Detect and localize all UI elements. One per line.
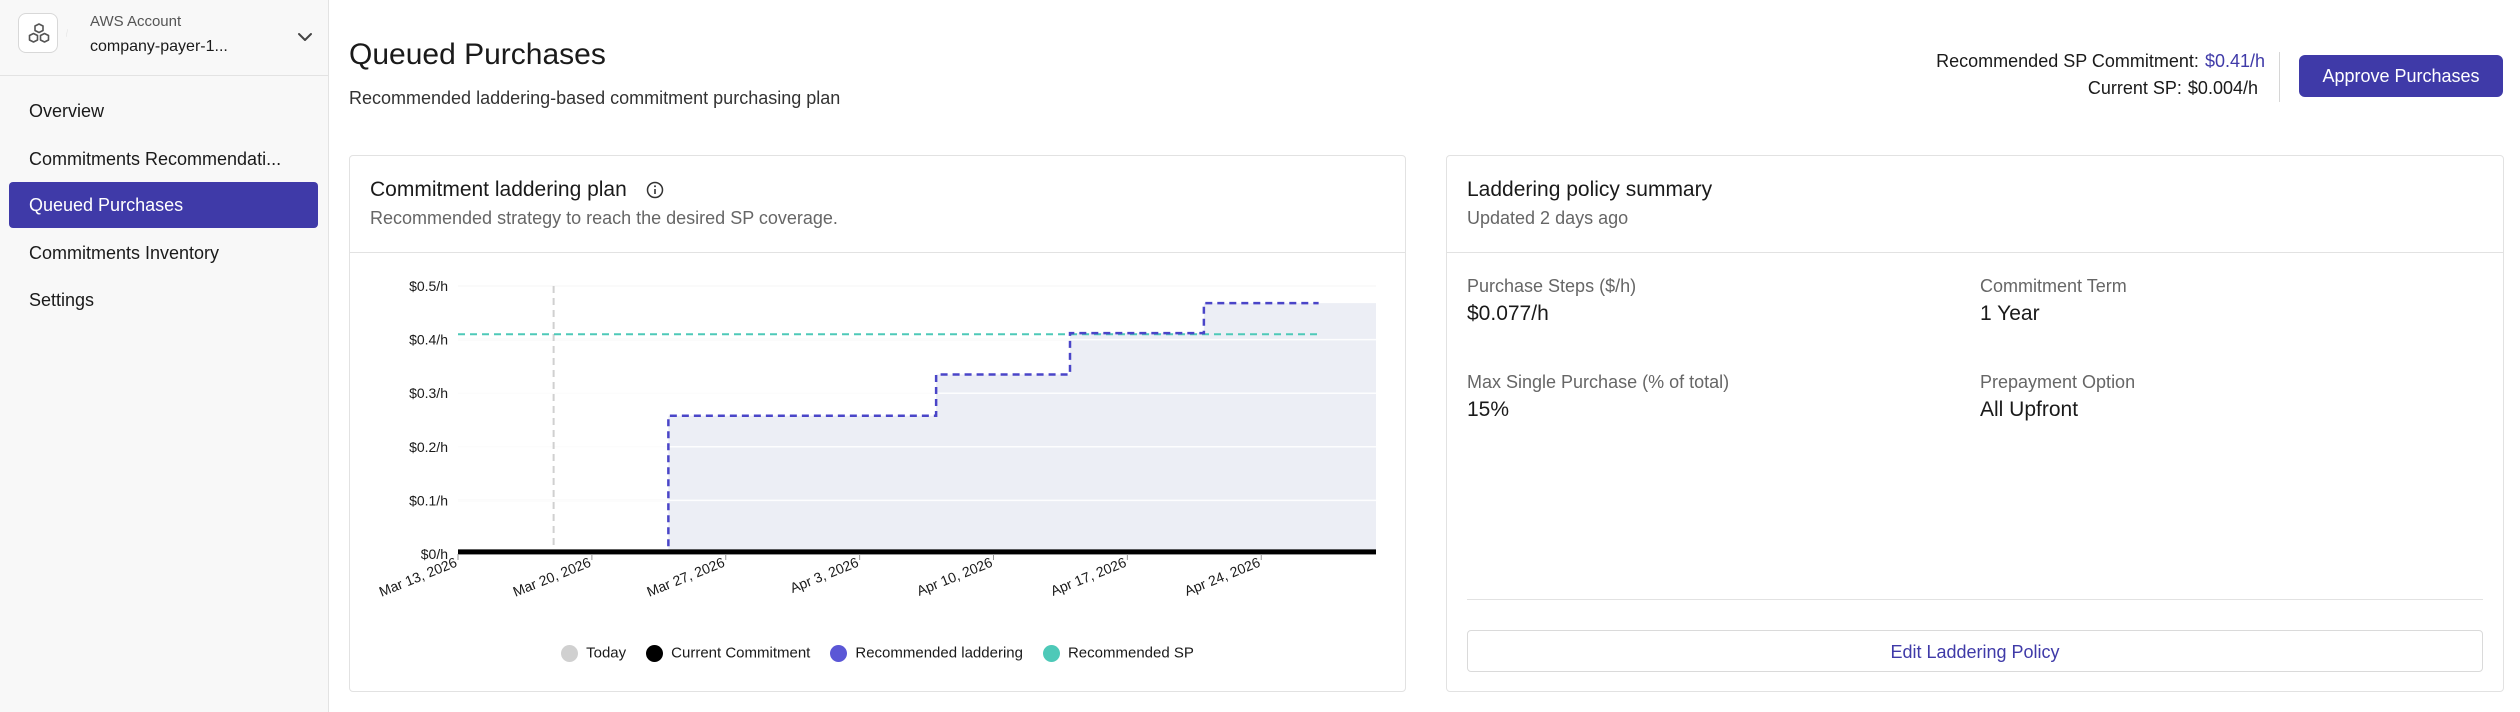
legend-label: Today [586, 644, 627, 662]
laddering-chart: $0/h $0.1/h $0.2/h $0.3/h $0.4/h $0.5/h Mar 13… [377, 278, 1376, 600]
policy-summary-card: Laddering policy summary Updated 2 days … [1446, 155, 2504, 692]
current-sp: Current SP: $0.004/h [2088, 78, 2258, 99]
commitment-term-label: Commitment Term [1980, 276, 2127, 296]
y-tick-label: $0.1/h [409, 492, 448, 508]
x-tick-label: Apr 17, 2026 [1048, 554, 1129, 599]
prepayment-option-label: Prepayment Option [1980, 372, 2136, 392]
max-single-purchase-label: Max Single Purchase (% of total) [1467, 372, 1730, 392]
prepayment-option-value: All Upfront [1980, 398, 2079, 421]
separator-slash [66, 29, 68, 37]
legend-swatch [561, 644, 579, 662]
account-name: company-payer-1... [90, 38, 228, 55]
x-tick-label: Mar 13, 2026 [377, 554, 460, 600]
max-single-purchase-value: 15% [1467, 398, 1510, 421]
recommended-commitment-value: $0.41/h [2204, 51, 2265, 71]
x-tick-label: Mar 20, 2026 [511, 554, 594, 600]
page-title: Queued Purchases [349, 38, 606, 71]
y-tick-label: $0/h [421, 546, 448, 562]
header-divider [2279, 52, 2280, 102]
sidebar-item-commitments-recommendations[interactable]: Commitments Recommendati... [29, 149, 282, 169]
sidebar-item-overview[interactable]: Overview [29, 101, 105, 121]
legend-label: Recommended SP [1067, 644, 1194, 662]
legend-item[interactable]: Today [561, 644, 626, 662]
y-tick-label: $0.4/h [409, 332, 448, 348]
purchase-steps-value: $0.077/h [1467, 302, 1549, 325]
recommended-laddering-line [458, 301, 1319, 554]
chevron-down-icon[interactable] [295, 27, 315, 47]
account-selector[interactable]: AWS Account company-payer-1... [0, 0, 329, 76]
sidebar-item-commitments-inventory[interactable]: Commitments Inventory [29, 243, 220, 263]
legend-item[interactable]: Current Commitment [646, 644, 810, 662]
legend-swatch [646, 644, 664, 662]
x-tick-label: Mar 27, 2026 [644, 554, 727, 600]
y-tick-label: $0.3/h [409, 385, 448, 401]
purchase-steps-label: Purchase Steps ($/h) [1467, 276, 1637, 296]
legend-swatch [1042, 644, 1060, 662]
card-title: Commitment laddering plan [370, 178, 627, 201]
x-tick-label: Apr 10, 2026 [914, 554, 995, 599]
card-subtitle: Updated 2 days ago [1467, 208, 1629, 228]
legend-swatch [830, 644, 848, 662]
laddering-area [458, 303, 1376, 554]
recommended-commitment-label: Recommended SP Commitment: [1936, 51, 2199, 71]
account-avatar [18, 13, 58, 53]
legend-label: Current Commitment [671, 644, 811, 662]
divider [1467, 599, 2483, 600]
chart-legend: Today Current Commitment Recommended ladde… [350, 644, 1405, 668]
x-tick-label: Apr 24, 2026 [1182, 554, 1263, 599]
card-title: Laddering policy summary [1467, 178, 1713, 201]
sidebar: AWS Account company-payer-1... Overview … [0, 0, 329, 712]
card-header: Laddering policy summary Updated 2 days … [1447, 156, 2503, 253]
card-subtitle: Recommended strategy to reach the desire… [370, 208, 838, 228]
current-sp-value: $0.004/h [2187, 78, 2258, 98]
commitment-term-value: 1 Year [1980, 302, 2040, 325]
y-tick-label: $0.5/h [409, 278, 448, 294]
y-tick-label: $0.2/h [409, 439, 448, 455]
legend-item[interactable]: Recommended SP [1042, 644, 1194, 662]
card-header: Commitment laddering plan Recommended st… [350, 156, 1405, 253]
x-tick-label: Apr 3, 2026 [788, 554, 861, 596]
legend-label: Recommended laddering [855, 644, 1023, 662]
info-icon[interactable] [646, 181, 664, 199]
laddering-plan-card: Commitment laddering plan Recommended st… [349, 155, 1406, 692]
legend-item[interactable]: Recommended laddering [830, 644, 1023, 662]
recommended-commitment: Recommended SP Commitment: $0.41/h [1936, 51, 2265, 72]
approve-purchases-button[interactable]: Approve Purchases [2299, 55, 2503, 97]
sidebar-item-settings[interactable]: Settings [29, 290, 95, 310]
page-subtitle: Recommended laddering-based commitment p… [349, 88, 841, 108]
sidebar-item-queued-purchases[interactable]: Queued Purchases [9, 182, 318, 228]
edit-laddering-policy-button[interactable]: Edit Laddering Policy [1467, 630, 2483, 672]
current-sp-label: Current SP: [2087, 78, 2182, 98]
cubes-icon [28, 23, 50, 43]
account-label: AWS Account [90, 13, 182, 30]
